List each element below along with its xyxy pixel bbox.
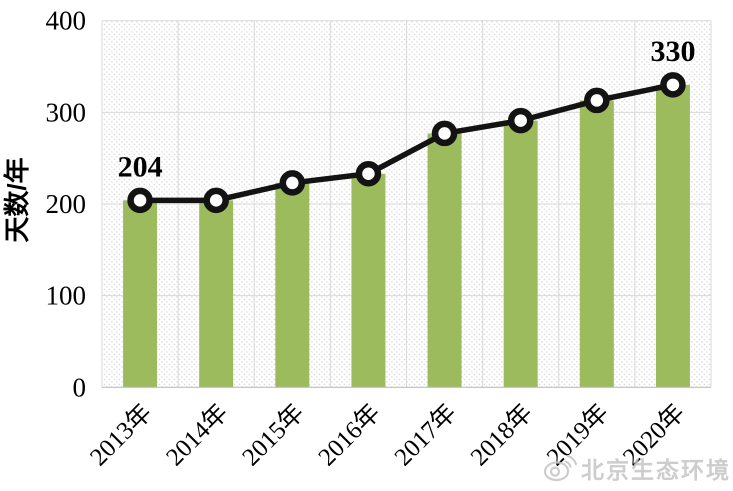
bar-2013年 [123,200,158,388]
data-label-2020年: 330 [650,35,695,68]
marker-2014年 [203,187,229,214]
bar-2020年 [655,84,690,388]
y-tick-label-100: 100 [46,281,87,311]
marker-2018年 [507,107,534,134]
y-tick-label-0: 0 [73,372,87,402]
marker-2015年 [279,170,306,196]
bar-2019年 [579,100,614,388]
marker-2020年 [660,72,686,98]
y-axis-title: 天数/年 [2,157,32,242]
y-tick-label-300: 300 [46,97,87,127]
y-tick-label-400: 400 [46,6,87,36]
bar-2015年 [275,182,310,388]
marker-2013年 [127,187,153,214]
data-label-2013年: 204 [118,150,163,183]
x-tick-label-2018年: 2018年 [465,398,538,471]
marker-2016年 [355,161,382,187]
bar-2018年 [503,120,538,388]
bar-2014年 [199,200,234,388]
marker-2019年 [584,87,610,114]
x-tick-label-2014年: 2014年 [161,398,234,471]
x-tick-label-2017年: 2017年 [389,398,462,471]
x-tick-label-2019年: 2019年 [541,398,614,471]
x-tick-label-2013年: 2013年 [84,398,157,471]
bar-2016年 [351,173,386,388]
bar-2017年 [427,133,462,388]
x-tick-label-2020年: 2020年 [617,398,690,471]
x-tick-label-2015年: 2015年 [237,398,310,471]
marker-2017年 [431,120,458,147]
x-tick-label-2016年: 2016年 [313,398,386,471]
trend-line [140,82,674,204]
y-tick-label-200: 200 [46,189,87,219]
